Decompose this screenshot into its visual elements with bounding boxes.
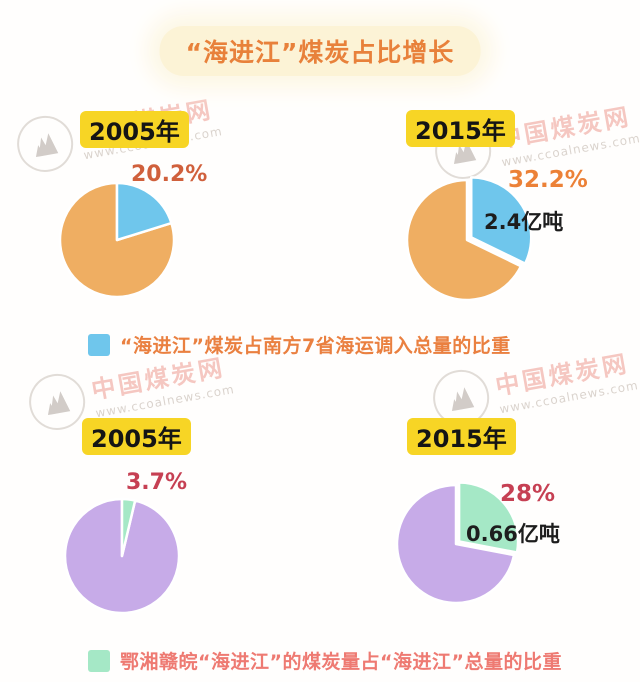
- legend-swatch-green: [88, 649, 110, 672]
- legend-swatch-blue: [88, 333, 110, 356]
- page-title-text: “海进江”煤炭占比增长: [185, 38, 455, 67]
- percent-label-2005-bottom: 3.7%: [126, 470, 188, 495]
- percent-label-2005-top: 20.2%: [131, 162, 208, 187]
- legend-sea-to-river: “海进江”煤炭占南方7省海运调入总量的比重: [88, 331, 511, 358]
- amount-label-2015-top: 2.4亿吨: [484, 210, 564, 234]
- watermark-text: 中国煤炭网 www.ccoalnews.com: [492, 343, 639, 417]
- amount-label-2015-bottom: 0.66亿吨: [466, 522, 560, 546]
- page-title: “海进江”煤炭占比增长: [159, 26, 481, 76]
- percent-label-2015-bottom: 28%: [500, 481, 556, 507]
- watermark-site-name: 中国煤炭网: [493, 349, 632, 401]
- watermark-site-url: www.ccoalnews.com: [498, 378, 640, 417]
- pie-chart-2005-sea-to-river-share: [58, 181, 176, 299]
- year-label-2015-bottom: 2015年: [407, 418, 516, 455]
- watermark-site-url: www.ccoalnews.com: [94, 382, 236, 421]
- watermark-site-name: 中国煤炭网: [495, 102, 634, 154]
- year-label-2015-top: 2015年: [406, 110, 515, 147]
- year-label-2005-bottom: 2005年: [82, 418, 191, 455]
- watermark-text: 中国煤炭网 www.ccoalnews.com: [494, 96, 640, 170]
- pie-chart-2015-sea-to-river-share: [405, 176, 533, 302]
- mountain-logo-icon: [24, 369, 90, 435]
- percent-label-2015-top: 32.2%: [508, 167, 588, 193]
- pie-chart-2015-province-share: [395, 481, 520, 605]
- legend-province-share: 鄂湘赣皖“海进江”的煤炭量占“海进江”总量的比重: [88, 647, 562, 674]
- year-label-2005-top: 2005年: [80, 111, 189, 148]
- legend-label: 鄂湘赣皖“海进江”的煤炭量占“海进江”总量的比重: [120, 651, 562, 673]
- pie-chart-2005-province-share: [63, 497, 181, 615]
- legend-label: “海进江”煤炭占南方7省海运调入总量的比重: [120, 335, 511, 357]
